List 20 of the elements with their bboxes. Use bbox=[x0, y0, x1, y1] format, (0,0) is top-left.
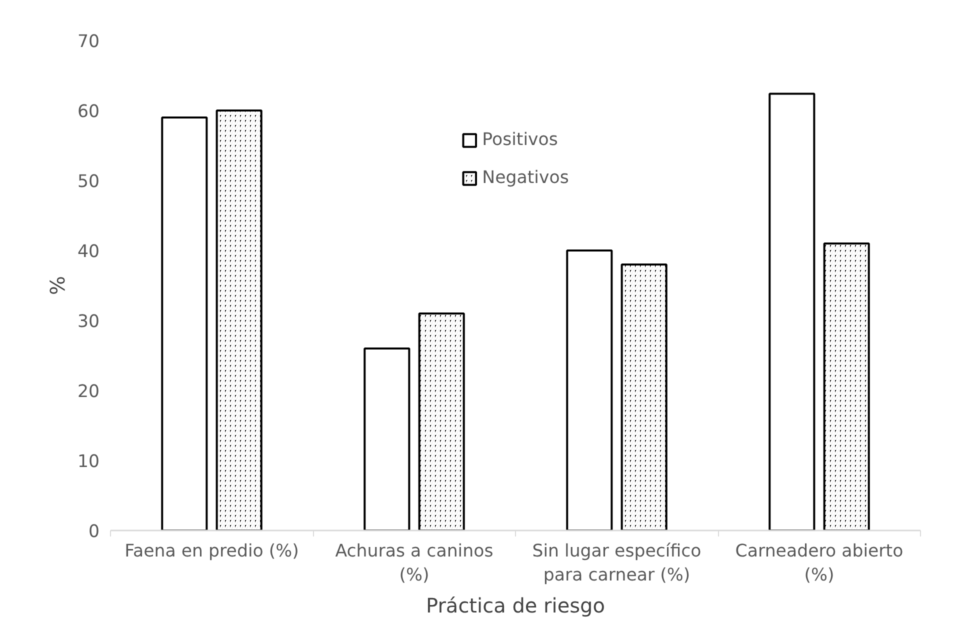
x-tick-label: Carneadero abierto (%) bbox=[735, 542, 904, 586]
y-tick-label: 50 bbox=[77, 172, 100, 192]
y-tick-label: 60 bbox=[77, 102, 100, 122]
x-axis-title: Práctica de riesgo bbox=[426, 594, 605, 618]
y-tick-label: 0 bbox=[88, 522, 100, 542]
bar bbox=[566, 250, 613, 530]
x-tick-label: Achuras a caninos (%) bbox=[335, 542, 494, 586]
y-tick-label: 70 bbox=[77, 32, 100, 52]
y-tick-label: 10 bbox=[77, 452, 100, 472]
legend-label: Negativos bbox=[482, 168, 569, 188]
y-tick-label: 40 bbox=[77, 242, 100, 262]
y-axis-title: % bbox=[45, 276, 70, 295]
x-tick-label: Sin lugar específico para carnear (%) bbox=[532, 542, 702, 586]
bar bbox=[364, 348, 410, 530]
y-tick-label: 30 bbox=[77, 312, 100, 332]
bar bbox=[768, 92, 816, 530]
legend-label: Positivos bbox=[482, 130, 558, 150]
bar bbox=[161, 116, 208, 530]
x-tick-label: Faena en predio (%) bbox=[124, 542, 299, 562]
y-tick-label: 20 bbox=[77, 382, 100, 402]
